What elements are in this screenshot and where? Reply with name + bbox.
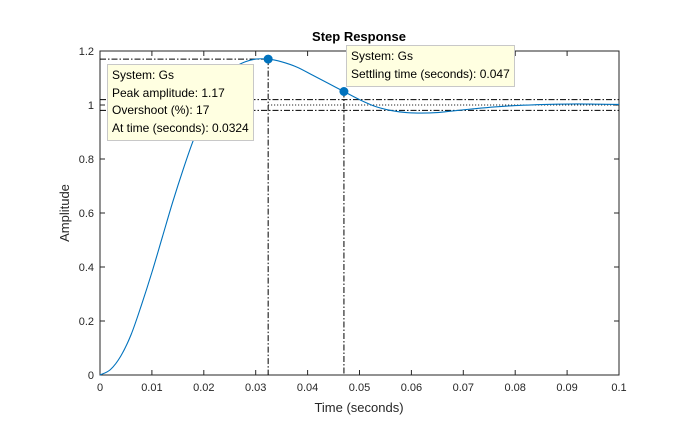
- y-axis-label: Amplitude: [57, 184, 72, 242]
- datatip-line: Peak amplitude: 1.17: [112, 85, 225, 100]
- peak-response-datatip[interactable]: System: Gs Peak amplitude: 1.17 Overshoo…: [107, 64, 254, 142]
- y-tick-label: 0: [88, 370, 94, 382]
- y-tick-label: 1.2: [79, 46, 94, 58]
- x-tick-label: 0.01: [141, 382, 162, 394]
- x-tick-label: 0.04: [297, 382, 318, 394]
- datatip-marker: [339, 87, 349, 96]
- x-tick-label: 0.1: [611, 382, 626, 394]
- datatip-line: Overshoot (%): 17: [112, 103, 210, 118]
- datatip-marker: [263, 54, 273, 64]
- x-tick-label: 0.09: [556, 382, 577, 394]
- x-tick-label: 0.05: [349, 382, 370, 394]
- y-tick-label: 0.2: [79, 316, 94, 328]
- datatip-line: Settling time (seconds): 0.047: [351, 66, 510, 81]
- settling-time-datatip[interactable]: System: Gs Settling time (seconds): 0.04…: [346, 45, 515, 88]
- datatip-line: At time (seconds): 0.0324: [112, 120, 249, 135]
- chart-title: Step Response: [312, 29, 406, 44]
- step-response-line: [99, 58, 620, 376]
- y-tick-label: 1: [88, 100, 94, 112]
- datatip-line: System: Gs: [351, 49, 414, 63]
- x-tick-label: 0.08: [504, 382, 525, 394]
- y-tick-label: 0.6: [79, 208, 94, 220]
- x-tick-label: 0.02: [193, 382, 214, 394]
- y-tick-label: 0.8: [79, 154, 94, 166]
- datatip-line: System: Gs: [112, 68, 175, 82]
- x-tick-label: 0: [97, 382, 103, 394]
- x-tick-label: 0.07: [453, 382, 474, 394]
- y-tick-label: 0.4: [79, 262, 94, 274]
- x-tick-label: 0.06: [401, 382, 422, 394]
- x-axis-label: Time (seconds): [314, 400, 403, 415]
- x-tick-label: 0.03: [245, 382, 266, 394]
